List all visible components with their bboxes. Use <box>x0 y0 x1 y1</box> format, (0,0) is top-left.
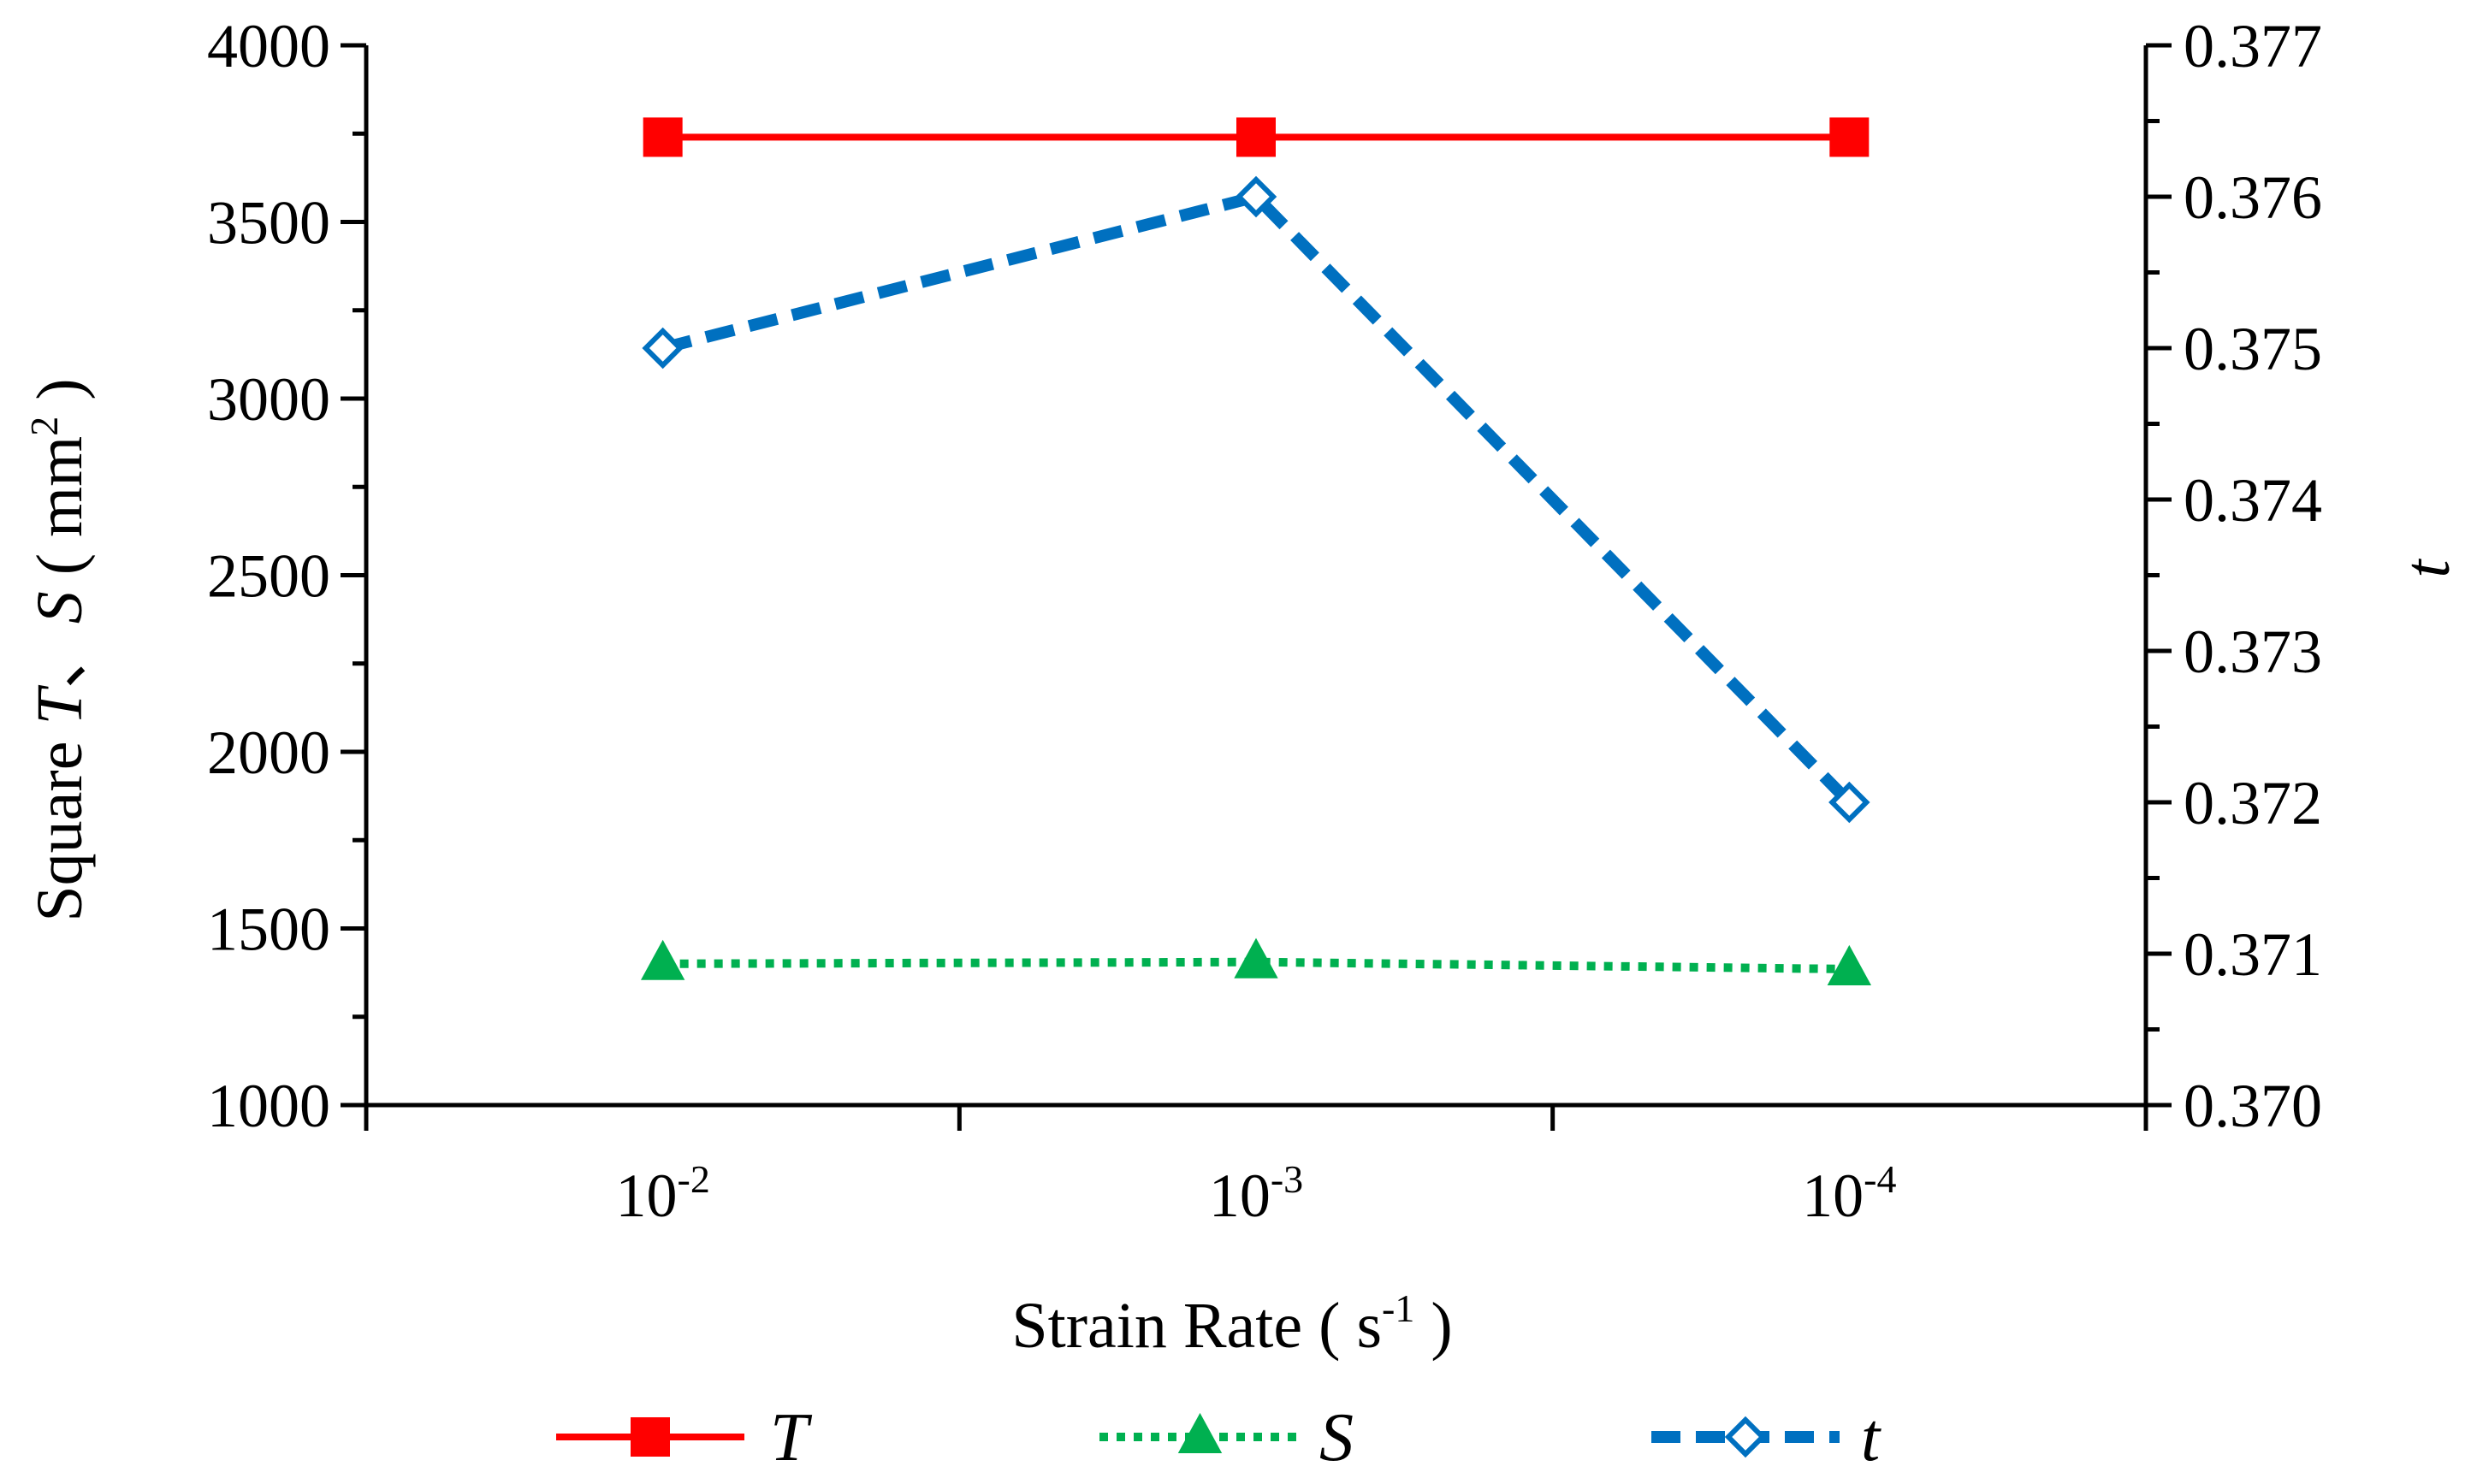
data-point <box>1827 944 1872 985</box>
y-right-tick-label: 0.371 <box>2184 920 2322 989</box>
legend-marker <box>1724 1416 1767 1458</box>
y-right-tick-label: 0.376 <box>2184 163 2322 232</box>
legend-label: S <box>1319 1400 1354 1475</box>
legend-marker <box>1177 1412 1223 1453</box>
y-left-tick-label: 1500 <box>207 896 330 964</box>
data-point <box>1234 937 1278 978</box>
series-S <box>640 937 1872 985</box>
x-axis-title: Strain Rate ( s-1 ) <box>1011 1286 1452 1362</box>
data-point <box>642 327 684 370</box>
data-point <box>1236 117 1276 157</box>
x-tick-label: 10-4 <box>1802 1157 1896 1230</box>
y-axis-right-title: t <box>2391 559 2463 578</box>
y-right-tick-label: 0.374 <box>2184 466 2322 535</box>
y-left-tick-label: 1000 <box>207 1072 330 1140</box>
y-right-tick-label: 0.373 <box>2184 618 2322 686</box>
y-right-tick-label: 0.372 <box>2184 769 2322 837</box>
y-right-tick-label: 0.375 <box>2184 315 2322 383</box>
y-left-tick-label: 2500 <box>207 542 330 611</box>
x-tick-label: 10-2 <box>616 1157 710 1230</box>
y-left-tick-label: 3500 <box>207 189 330 257</box>
y-right-tick-label: 0.377 <box>2184 12 2322 80</box>
data-point <box>640 939 685 980</box>
series-T <box>643 117 1870 157</box>
legend-item: t <box>1651 1400 1882 1475</box>
legend-item: S <box>1099 1400 1354 1475</box>
axes: 1000 1500 2000 2500 3000 3500 4000 0.370 0.371 0.… <box>207 12 2322 1230</box>
y-right-tick-label: 0.370 <box>2184 1072 2322 1140</box>
y-axis-left-title: Square T、S ( mm2 ) <box>22 378 96 921</box>
y-left-tick-label: 2000 <box>207 718 330 787</box>
x-tick-label: 10-3 <box>1209 1157 1303 1230</box>
series-line <box>661 191 1854 807</box>
legend-item: T <box>556 1400 813 1475</box>
y-left-tick-label: 3000 <box>207 365 330 434</box>
y-left-tick-label: 4000 <box>207 12 330 80</box>
data-point <box>1829 117 1870 157</box>
legend-label: T <box>770 1400 813 1475</box>
series-layer <box>640 117 1872 985</box>
series-t-lower <box>642 175 1870 824</box>
data-point <box>1235 175 1277 218</box>
legend-marker <box>631 1417 670 1457</box>
legend-label: t <box>1861 1400 1882 1475</box>
data-point <box>643 117 683 157</box>
data-point <box>1828 781 1870 824</box>
